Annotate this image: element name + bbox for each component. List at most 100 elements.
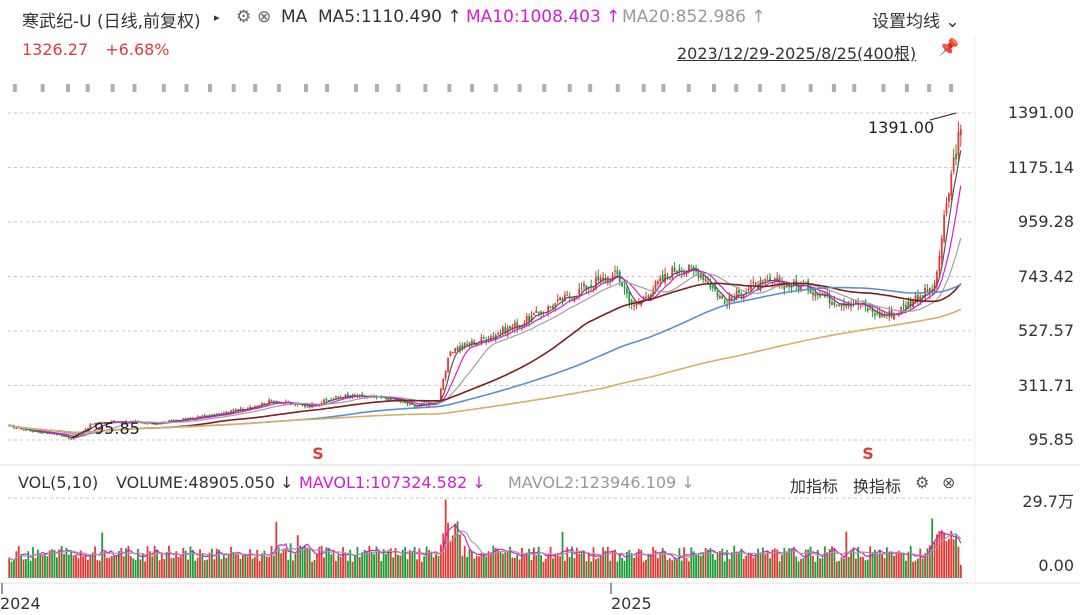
volume-bar xyxy=(466,556,469,578)
volume-bar xyxy=(177,556,180,578)
candle xyxy=(726,305,728,307)
volume-bar xyxy=(854,558,857,578)
candle xyxy=(645,296,647,299)
caret-right-icon[interactable]: ▸ xyxy=(214,11,220,24)
volume-bar xyxy=(263,550,266,578)
event-marker xyxy=(615,84,620,92)
volume-bar xyxy=(478,556,480,578)
volume-bar xyxy=(375,546,378,578)
volume-bar xyxy=(759,552,762,578)
candle xyxy=(251,407,254,409)
volume-bar xyxy=(766,551,769,578)
volume-bar xyxy=(690,547,693,578)
event-marker xyxy=(253,84,258,92)
signal-marker-bg xyxy=(312,444,324,460)
volume-bar xyxy=(404,547,407,578)
volume-bar xyxy=(206,559,209,578)
candle xyxy=(406,403,409,405)
mavol2-value: MAVOL2:123946.109 ↓ xyxy=(508,473,695,492)
volume-bar xyxy=(518,559,521,578)
volume-bar xyxy=(890,553,893,578)
volume-bar xyxy=(516,554,519,578)
volume-bar xyxy=(583,550,585,578)
candle xyxy=(55,434,58,436)
candle xyxy=(53,433,56,435)
candle xyxy=(604,278,607,282)
candle xyxy=(594,277,597,290)
volume-bar xyxy=(225,557,228,578)
volume-bar xyxy=(792,546,795,578)
switch-indicator-button[interactable]: 换指标 xyxy=(853,477,902,496)
candle xyxy=(39,431,42,433)
ma-settings-button[interactable]: 设置均线 ⌄ xyxy=(872,12,960,32)
candle xyxy=(86,428,89,430)
volume-bar xyxy=(924,553,926,578)
close-icon[interactable]: ⊗ xyxy=(942,473,956,492)
volume-bar xyxy=(535,555,538,578)
volume-bar xyxy=(506,551,509,578)
volume-bar xyxy=(885,547,888,578)
volume-bar xyxy=(876,553,879,578)
volume-bar xyxy=(559,556,562,578)
volume-bar xyxy=(475,555,478,578)
volume-bar xyxy=(70,550,73,578)
candle xyxy=(611,274,614,281)
candle xyxy=(719,296,721,299)
signal-marker: S xyxy=(312,444,324,463)
volume-bar xyxy=(826,552,829,578)
volume-bar xyxy=(289,543,292,578)
vol-indicator-name[interactable]: VOL(5,10) xyxy=(18,473,99,492)
volume-bar xyxy=(492,545,495,578)
candle xyxy=(94,423,96,425)
candle xyxy=(516,321,519,329)
event-marker xyxy=(231,84,236,92)
volume-bar xyxy=(470,551,473,578)
volume-bar xyxy=(110,555,113,578)
volume-bar xyxy=(916,558,919,578)
volume-bar xyxy=(869,546,872,578)
volume-bar xyxy=(831,546,833,578)
candle xyxy=(499,332,502,334)
candle xyxy=(905,305,907,309)
volume-bar xyxy=(234,553,237,578)
candle xyxy=(580,287,583,289)
volume-bar xyxy=(408,550,411,578)
candle xyxy=(606,277,609,283)
candle xyxy=(325,399,328,401)
volume-bar xyxy=(194,560,197,578)
date-range[interactable]: 2023/12/29-2025/8/25(400根) xyxy=(677,44,917,63)
volume-bar xyxy=(938,531,941,578)
volume-bar xyxy=(521,547,523,578)
candle xyxy=(144,423,147,425)
candle xyxy=(666,274,669,277)
candle xyxy=(120,422,123,424)
volume-bar xyxy=(339,557,342,578)
gear-icon[interactable]: ⚙ xyxy=(236,7,252,27)
volume-bar xyxy=(258,561,261,578)
candle xyxy=(766,280,769,282)
volume-bar xyxy=(115,555,118,578)
current-price: 1326.27 xyxy=(22,40,89,59)
candle xyxy=(657,281,659,284)
volume-bar xyxy=(218,549,220,578)
close-icon[interactable]: ⊗ xyxy=(257,7,272,27)
event-marker xyxy=(661,84,666,92)
candle xyxy=(91,423,94,425)
candle xyxy=(809,289,812,294)
volume-bar xyxy=(719,551,721,578)
add-indicator-button[interactable]: 加指标 xyxy=(790,477,839,496)
ma120-line xyxy=(9,283,962,434)
volume-bar xyxy=(160,552,163,578)
gear-icon[interactable]: ⚙ xyxy=(915,473,930,492)
volume-bar xyxy=(299,545,302,578)
pin-icon[interactable]: 📌 xyxy=(938,38,960,58)
volume-bar xyxy=(723,561,726,578)
candle xyxy=(418,405,421,407)
volume-bar xyxy=(761,547,764,578)
candle xyxy=(854,300,857,305)
candle xyxy=(346,393,349,396)
candle xyxy=(385,398,387,400)
volume-bar xyxy=(172,557,175,578)
high-arrow xyxy=(929,112,957,121)
